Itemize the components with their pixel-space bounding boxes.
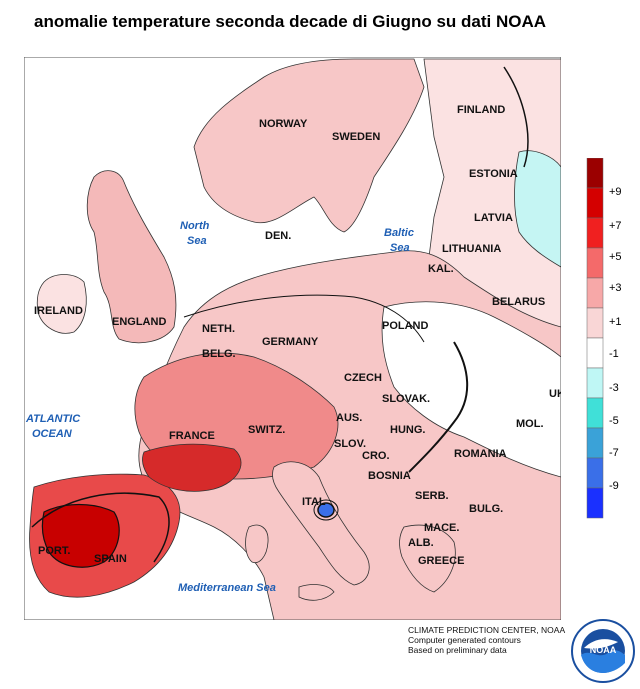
legend-label: +7: [609, 220, 622, 232]
country-label-mol: MOL.: [516, 418, 544, 430]
country-label-uk: UK: [549, 388, 561, 400]
great-britain-land: [86, 170, 177, 344]
legend-label: +5: [609, 251, 622, 263]
sea-label-baltic-sea-1: Baltic: [384, 227, 414, 239]
country-label-belg: BELG.: [202, 348, 236, 360]
legend-label: -3: [609, 382, 619, 394]
contour-line-finland: [503, 66, 529, 168]
country-label-switz: SWITZ.: [248, 424, 285, 436]
sea-label-north-sea-2: Sea: [187, 235, 207, 247]
legend-label: +3: [609, 282, 622, 294]
country-label-greece: GREECE: [418, 555, 464, 567]
legend-color-swatch: [586, 277, 604, 309]
country-label-belarus: BELARUS: [492, 296, 545, 308]
eastern-europe-neutral: [381, 301, 561, 478]
country-label-mace: MACE.: [424, 522, 459, 534]
sea-label-baltic-sea-2: Sea: [390, 242, 410, 254]
contour-line-iberia: [31, 492, 170, 563]
country-label-kal: KAL.: [428, 263, 454, 275]
cold-anomaly-east: [514, 150, 561, 268]
country-label-bulg: BULG.: [469, 503, 503, 515]
legend-color-swatch: [586, 367, 604, 399]
ireland-land: [36, 274, 87, 334]
legend-color-bar: [586, 158, 604, 519]
country-label-cro: CRO.: [362, 450, 390, 462]
svg-text:NOAA: NOAA: [590, 645, 617, 655]
temperature-anomaly-map: NORWAY SWEDEN FINLAND ESTONIA LATVIA LIT…: [24, 57, 561, 620]
greece-land: [399, 524, 456, 593]
country-label-latvia: LATVIA: [474, 212, 513, 224]
country-label-hung: HUNG.: [390, 424, 425, 436]
legend-label: +1: [609, 316, 622, 328]
legend-color-swatch: [586, 158, 604, 189]
country-label-england: ENGLAND: [112, 316, 166, 328]
country-label-germany: GERMANY: [262, 336, 319, 348]
legend-color-swatch: [586, 397, 604, 429]
legend-color-swatch: [586, 487, 604, 519]
country-label-aus: AUS.: [336, 412, 362, 424]
sardinia-land: [245, 524, 269, 564]
legend-label: -7: [609, 447, 619, 459]
legend-color-swatch: [586, 187, 604, 219]
country-label-poland: POLAND: [382, 320, 429, 332]
country-label-port: PORT.: [38, 545, 70, 557]
legend-color-swatch: [586, 307, 604, 339]
legend-labels: +9 +7 +5 +3 +1 -1 -3 -5 -7 -9: [609, 186, 622, 492]
sea-label-atlantic-2: OCEAN: [32, 428, 73, 440]
legend-color-swatch: [586, 427, 604, 459]
legend-label: +9: [609, 186, 622, 198]
noaa-logo: NOAA: [571, 619, 635, 683]
credits-line: Computer generated contours: [408, 635, 521, 645]
contour-line-north: [183, 294, 425, 343]
country-label-serb: SERB.: [415, 490, 449, 502]
south-france-hot: [142, 443, 242, 492]
country-label-italy: ITAL: [302, 496, 326, 508]
credits-line: Based on preliminary data: [408, 645, 507, 655]
country-label-ireland: IRELAND: [34, 305, 83, 317]
country-label-spain: SPAIN: [94, 553, 127, 565]
country-label-bosnia: BOSNIA: [368, 470, 411, 482]
legend-color-swatch: [586, 337, 604, 369]
iberia-hot-core: [41, 503, 120, 568]
country-label-sweden: SWEDEN: [332, 131, 380, 143]
country-label-alb: ALB.: [408, 537, 434, 549]
sicily-land: [298, 584, 335, 601]
sea-label-mediterranean: Mediterranean Sea: [178, 582, 276, 594]
credits: CLIMATE PREDICTION CENTER, NOAA Computer…: [408, 625, 565, 655]
legend-label: -5: [609, 415, 619, 427]
country-label-neth: NETH.: [202, 323, 235, 335]
country-label-norway: NORWAY: [259, 118, 308, 130]
color-legend: +9 +7 +5 +3 +1 -1 -3 -5 -7 -9: [586, 158, 622, 519]
country-label-romania: ROMANIA: [454, 448, 507, 460]
country-label-lithuania: LITHUANIA: [442, 243, 501, 255]
country-label-czech: CZECH: [344, 372, 382, 384]
country-label-den: DEN.: [265, 230, 291, 242]
legend-color-swatch: [586, 457, 604, 489]
legend-label: -1: [609, 348, 619, 360]
sea-label-north-sea-1: North: [180, 220, 210, 232]
country-label-slovak: SLOVAK.: [382, 393, 430, 405]
country-label-estonia: ESTONIA: [469, 168, 518, 180]
country-label-france: FRANCE: [169, 430, 215, 442]
credits-line: CLIMATE PREDICTION CENTER, NOAA: [408, 625, 566, 635]
map-title: anomalie temperature seconda decade di G…: [34, 12, 547, 31]
legend-label: -9: [609, 480, 619, 492]
legend-color-swatch: [586, 247, 604, 279]
country-label-slov: SLOV.: [334, 438, 366, 450]
sea-label-atlantic-1: ATLANTIC: [25, 413, 81, 425]
rome-cold-spot: [317, 502, 335, 518]
scandinavia-land: [193, 58, 425, 233]
contour-line-east: [408, 341, 469, 473]
rome-cold-spot-ring: [313, 499, 339, 521]
legend-color-swatch: [586, 217, 604, 249]
italy-land: [272, 461, 370, 586]
country-label-finland: FINLAND: [457, 104, 505, 116]
